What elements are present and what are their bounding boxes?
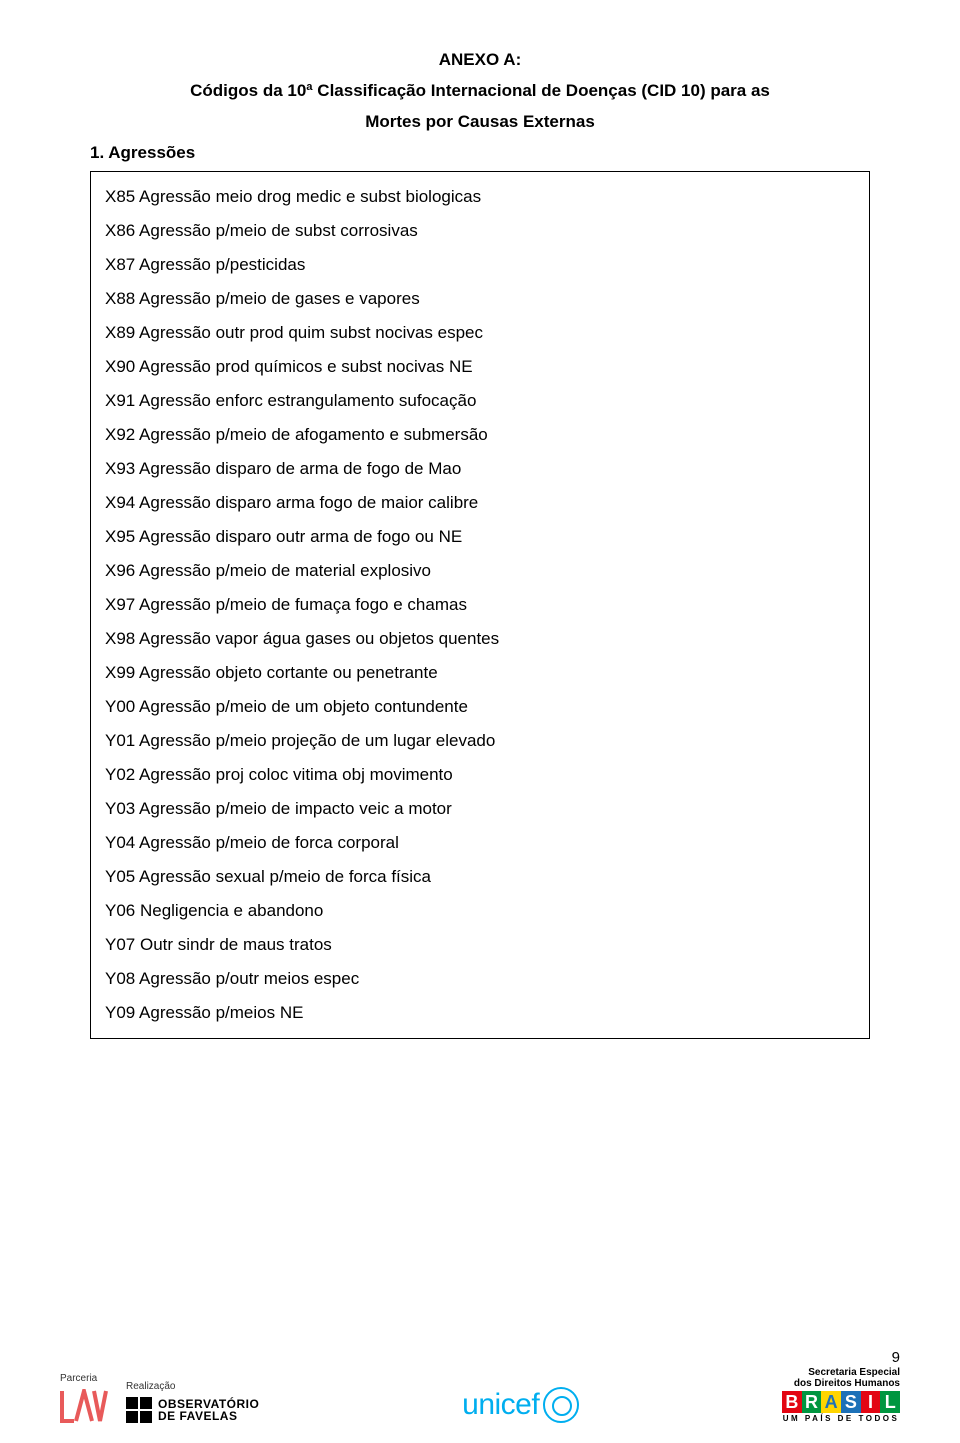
sedh-text: Secretaria Especial dos Direitos Humanos (794, 1367, 900, 1389)
code-row: X91 Agressão enforc estrangulamento sufo… (105, 384, 855, 418)
unicef-logo: unicef (462, 1387, 579, 1423)
favelas-logo-block: Realização OBSERVATÓRIO DE FAVELAS (126, 1383, 259, 1423)
sedh-brasil-block: Secretaria Especial dos Direitos Humanos… (782, 1367, 900, 1423)
section-title: 1. Agressões (90, 143, 870, 163)
code-row: Y09 Agressão p/meios NE (105, 996, 855, 1030)
code-row: X98 Agressão vapor água gases ou objetos… (105, 622, 855, 656)
code-row: Y03 Agressão p/meio de impacto veic a mo… (105, 792, 855, 826)
code-row: X99 Agressão objeto cortante ou penetran… (105, 656, 855, 690)
code-row: X87 Agressão p/pesticidas (105, 248, 855, 282)
code-row: X94 Agressão disparo arma fogo de maior … (105, 486, 855, 520)
code-row: X86 Agressão p/meio de subst corrosivas (105, 214, 855, 248)
realizacao-label: Realização (126, 1381, 175, 1392)
brasil-flag-letter: I (861, 1391, 881, 1413)
brasil-flag-letter: B (782, 1391, 802, 1413)
code-row: Y07 Outr sindr de maus tratos (105, 928, 855, 962)
code-row: X88 Agressão p/meio de gases e vapores (105, 282, 855, 316)
code-row: Y00 Agressão p/meio de um objeto contund… (105, 690, 855, 724)
brasil-flag-letter: L (880, 1391, 900, 1413)
footer-right-logos: Secretaria Especial dos Direitos Humanos… (782, 1367, 900, 1423)
code-row: X92 Agressão p/meio de afogamento e subm… (105, 418, 855, 452)
brasil-flag-letter: R (802, 1391, 822, 1413)
code-row: X90 Agressão prod químicos e subst nociv… (105, 350, 855, 384)
parceria-label: Parceria (60, 1373, 97, 1384)
annex-subtitle-line1: Códigos da 10ª Classificação Internacion… (90, 76, 870, 107)
unicef-globe-icon (543, 1387, 579, 1423)
footer-left-logos: Parceria Realização OBSERVATÓRIO DE FAVE… (60, 1375, 259, 1423)
code-row: X97 Agressão p/meio de fumaça fogo e cha… (105, 588, 855, 622)
code-row: Y06 Negligencia e abandono (105, 894, 855, 928)
code-row: X95 Agressão disparo outr arma de fogo o… (105, 520, 855, 554)
lav-logo-block: Parceria (60, 1375, 108, 1423)
page-number: 9 (892, 1349, 900, 1366)
lav-logo-icon (60, 1389, 108, 1423)
annex-title: ANEXO A: (90, 50, 870, 70)
brasil-flag-icon: BRASIL (782, 1391, 900, 1413)
code-row: X85 Agressão meio drog medic e subst bio… (105, 180, 855, 214)
sedh-line2: dos Direitos Humanos (794, 1378, 900, 1389)
code-row: Y01 Agressão p/meio projeção de um lugar… (105, 724, 855, 758)
code-row: Y04 Agressão p/meio de forca corporal (105, 826, 855, 860)
code-row: Y08 Agressão p/outr meios espec (105, 962, 855, 996)
brasil-flag-letter: S (841, 1391, 861, 1413)
sedh-line1: Secretaria Especial (808, 1367, 900, 1378)
annex-subtitle-line2: Mortes por Causas Externas (90, 107, 870, 138)
code-row: X96 Agressão p/meio de material explosiv… (105, 554, 855, 588)
code-row: Y05 Agressão sexual p/meio de forca físi… (105, 860, 855, 894)
brasil-tagline: UM PAÍS DE TODOS (783, 1414, 900, 1423)
codes-table: X85 Agressão meio drog medic e subst bio… (90, 171, 870, 1039)
code-row: X89 Agressão outr prod quim subst nociva… (105, 316, 855, 350)
code-row: X93 Agressão disparo de arma de fogo de … (105, 452, 855, 486)
favelas-logo: OBSERVATÓRIO DE FAVELAS (126, 1397, 259, 1423)
unicef-text: unicef (462, 1388, 539, 1422)
favelas-text-line2: DE FAVELAS (158, 1410, 259, 1422)
favelas-icon (126, 1397, 152, 1423)
brasil-logo: BRASIL UM PAÍS DE TODOS (782, 1391, 900, 1423)
code-row: Y02 Agressão proj coloc vitima obj movim… (105, 758, 855, 792)
page-footer: 9 Parceria Realização OBSERVATÓRIO (0, 1367, 960, 1423)
brasil-flag-letter: A (821, 1391, 841, 1413)
